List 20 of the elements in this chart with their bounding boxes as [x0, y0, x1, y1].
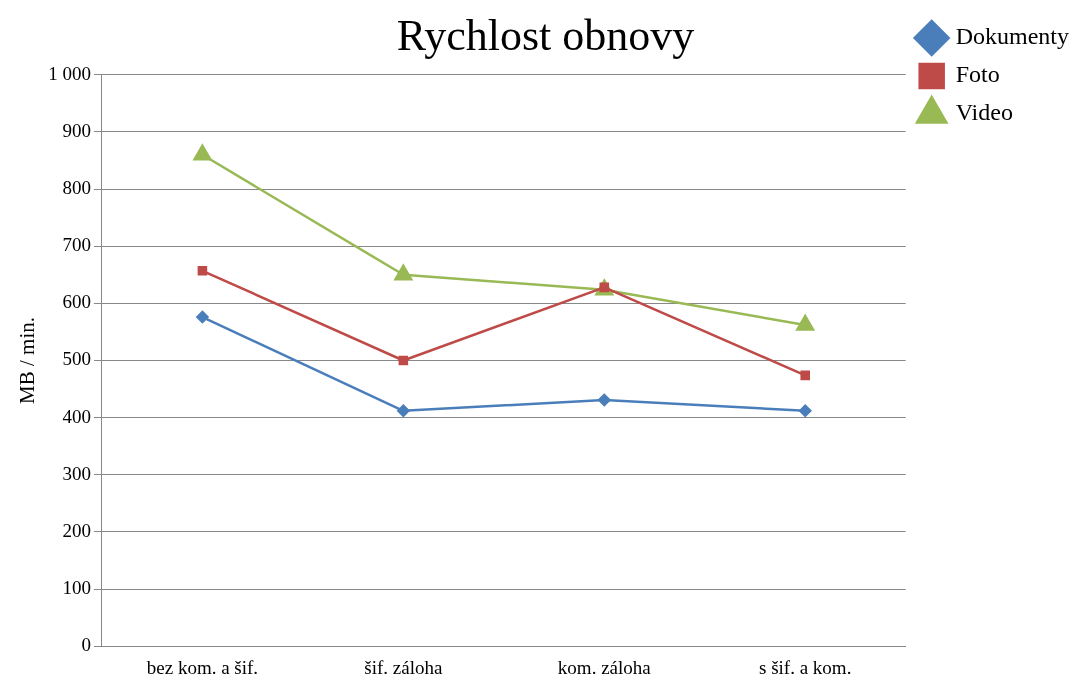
y-tick-label: 0: [81, 634, 91, 656]
x-tick-label: bez kom. a šif.: [146, 656, 259, 678]
y-tick-label: 600: [62, 291, 91, 313]
y-tick-label: 1 000: [48, 62, 91, 84]
x-tick-label: kom. záloha: [557, 656, 652, 678]
y-tick-label: 400: [62, 405, 91, 427]
y-tick-label: 800: [62, 177, 91, 199]
x-tick-label: šif. záloha: [364, 656, 443, 678]
y-tick-label: 300: [62, 462, 91, 484]
legend-label: Foto: [955, 61, 1000, 88]
chart-title: Rychlost obnovy: [396, 10, 695, 60]
y-tick-label: 200: [62, 519, 91, 541]
y-tick-label: 700: [62, 234, 91, 256]
y-axis-title: MB / min.: [15, 317, 40, 404]
legend-label: Video: [955, 99, 1013, 126]
x-tick-label: s šif. a kom.: [759, 656, 852, 678]
y-tick-label: 100: [62, 577, 91, 599]
y-tick-label: 900: [62, 119, 91, 141]
y-tick-label: 500: [62, 348, 91, 370]
legend-label: Dokumenty: [955, 23, 1070, 50]
